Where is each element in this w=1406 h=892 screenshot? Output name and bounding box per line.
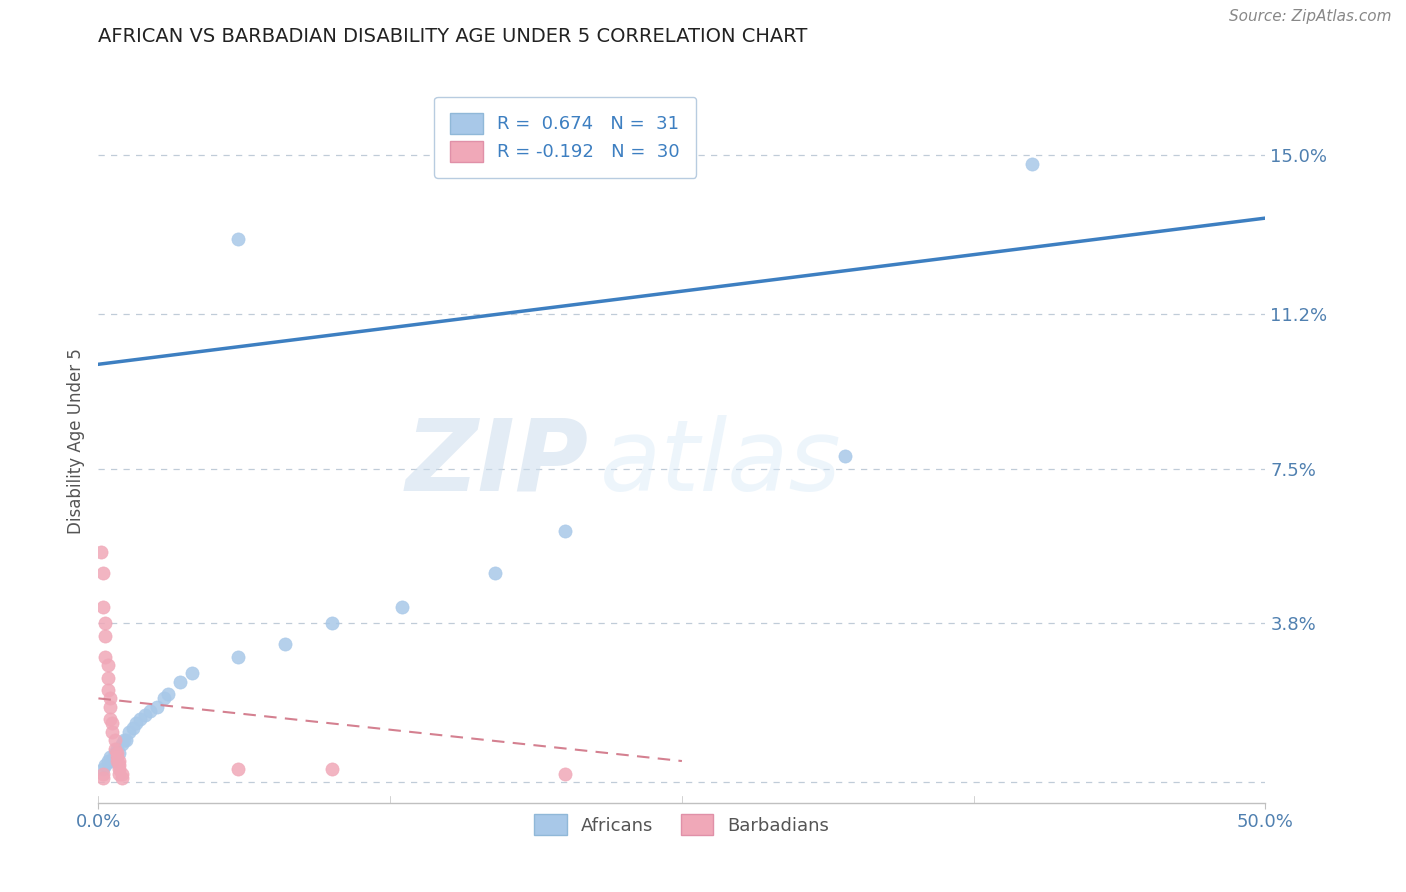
Point bbox=[157, 687, 180, 701]
Point bbox=[91, 771, 114, 785]
Point bbox=[91, 599, 114, 614]
Point bbox=[108, 746, 131, 760]
Point bbox=[105, 754, 128, 768]
Point bbox=[104, 741, 127, 756]
Point bbox=[111, 737, 134, 751]
Point bbox=[111, 771, 134, 785]
Point bbox=[112, 733, 135, 747]
Point bbox=[91, 766, 114, 780]
Point bbox=[484, 566, 506, 580]
Point bbox=[108, 766, 131, 780]
Point bbox=[105, 749, 128, 764]
Text: atlas: atlas bbox=[600, 415, 842, 512]
Point bbox=[152, 691, 174, 706]
Point bbox=[97, 683, 120, 698]
Point bbox=[228, 649, 250, 664]
Text: AFRICAN VS BARBADIAN DISABILITY AGE UNDER 5 CORRELATION CHART: AFRICAN VS BARBADIAN DISABILITY AGE UNDE… bbox=[98, 27, 808, 45]
Point bbox=[146, 699, 169, 714]
Point bbox=[228, 232, 250, 246]
Point bbox=[94, 629, 117, 643]
Point bbox=[98, 699, 121, 714]
Point bbox=[274, 637, 297, 651]
Text: Source: ZipAtlas.com: Source: ZipAtlas.com bbox=[1229, 9, 1392, 24]
Point bbox=[139, 704, 162, 718]
Point bbox=[321, 763, 343, 777]
Point bbox=[122, 721, 145, 735]
Point bbox=[134, 708, 156, 723]
Point bbox=[104, 733, 127, 747]
Point bbox=[94, 616, 117, 631]
Point bbox=[228, 763, 250, 777]
Point bbox=[91, 763, 114, 777]
Point bbox=[108, 754, 131, 768]
Point bbox=[97, 657, 120, 672]
Point bbox=[111, 766, 134, 780]
Point bbox=[834, 449, 856, 463]
Point bbox=[105, 746, 128, 760]
Point bbox=[321, 616, 343, 631]
Point bbox=[101, 724, 124, 739]
Point bbox=[90, 545, 112, 559]
Point bbox=[101, 754, 124, 768]
Point bbox=[1021, 157, 1043, 171]
Point bbox=[115, 733, 138, 747]
Point bbox=[180, 666, 202, 681]
Point bbox=[97, 754, 120, 768]
Point bbox=[108, 758, 131, 772]
Point bbox=[391, 599, 413, 614]
Point bbox=[91, 566, 114, 580]
Point bbox=[97, 671, 120, 685]
Point bbox=[98, 691, 121, 706]
Point bbox=[94, 758, 117, 772]
Point bbox=[104, 746, 127, 760]
Point bbox=[98, 712, 121, 726]
Text: ZIP: ZIP bbox=[405, 415, 589, 512]
Point bbox=[118, 724, 141, 739]
Point bbox=[554, 766, 576, 780]
Point bbox=[129, 712, 152, 726]
Point bbox=[108, 763, 131, 777]
Legend: Africans, Barbadians: Africans, Barbadians bbox=[526, 805, 838, 845]
Point bbox=[98, 749, 121, 764]
Point bbox=[554, 524, 576, 539]
Point bbox=[105, 741, 128, 756]
Point bbox=[94, 649, 117, 664]
Point bbox=[169, 674, 191, 689]
Y-axis label: Disability Age Under 5: Disability Age Under 5 bbox=[66, 349, 84, 534]
Point bbox=[125, 716, 148, 731]
Point bbox=[101, 716, 124, 731]
